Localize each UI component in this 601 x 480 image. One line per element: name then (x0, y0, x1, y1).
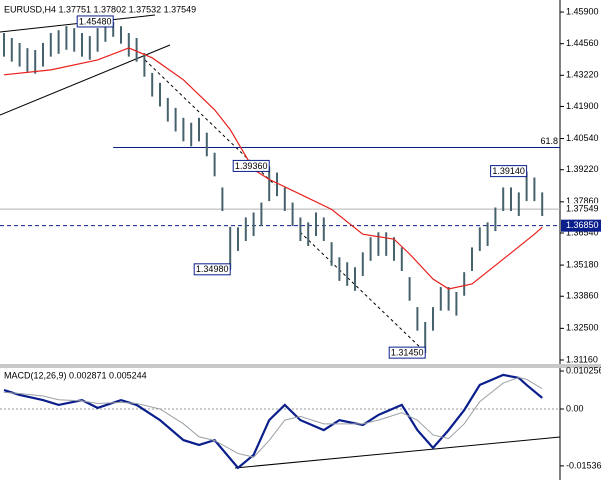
chart-title: EURUSD,H4 1.37751 1.37802 1.37532 1.3754… (4, 4, 196, 14)
trend-line (299, 231, 426, 353)
y-tick-label: 1.32500 (566, 323, 599, 333)
moving-average (3, 47, 543, 290)
annotation-box (388, 346, 426, 359)
y-tick-label: 1.39220 (566, 164, 599, 174)
annotation-label: 1.34980 (196, 264, 229, 274)
current-price-box (561, 203, 601, 216)
y-tick-label: 1.41900 (566, 101, 599, 111)
annotation-box (232, 159, 270, 172)
y-tick-label: 1.43220 (566, 70, 599, 80)
y2-tick-label: -0.01536 (566, 460, 601, 470)
annotation-label: 1.39140 (492, 166, 525, 176)
annotation-box (76, 15, 114, 28)
y-tick-label: 1.45900 (566, 6, 599, 16)
level-label: 1.36850 (566, 220, 599, 230)
annotation-box (193, 263, 231, 276)
level-box (561, 219, 601, 232)
y-tick-label: 1.37860 (566, 196, 599, 206)
annotation-label: 1.39360 (235, 161, 268, 171)
y-tick-label: 1.40540 (566, 133, 599, 143)
y-tick-label: 1.33860 (566, 291, 599, 301)
y-tick-label: 1.36540 (566, 227, 599, 237)
macd-trend-line (234, 436, 561, 469)
y2-tick-label: 0.010256 (566, 365, 601, 375)
y-tick-label: 1.44560 (566, 38, 599, 48)
annotation-box (490, 165, 528, 178)
trend-line (0, 44, 171, 116)
macd-signal (3, 376, 543, 458)
y2-tick-label: 0.00 (566, 403, 584, 413)
y-tick-label: 1.35180 (566, 259, 599, 269)
macd-label: MACD(12,26,9) 0.002871 0.005244 (4, 370, 147, 380)
annotation-label: 1.45480 (79, 16, 112, 26)
fib-level-label: 61.8 (540, 136, 558, 146)
y-tick-label: 1.31160 (566, 354, 598, 364)
current-price-label: 1.37549 (566, 204, 599, 214)
macd-main (3, 373, 543, 470)
panel-separator (0, 364, 601, 368)
annotation-label: 1.31450 (391, 348, 424, 358)
